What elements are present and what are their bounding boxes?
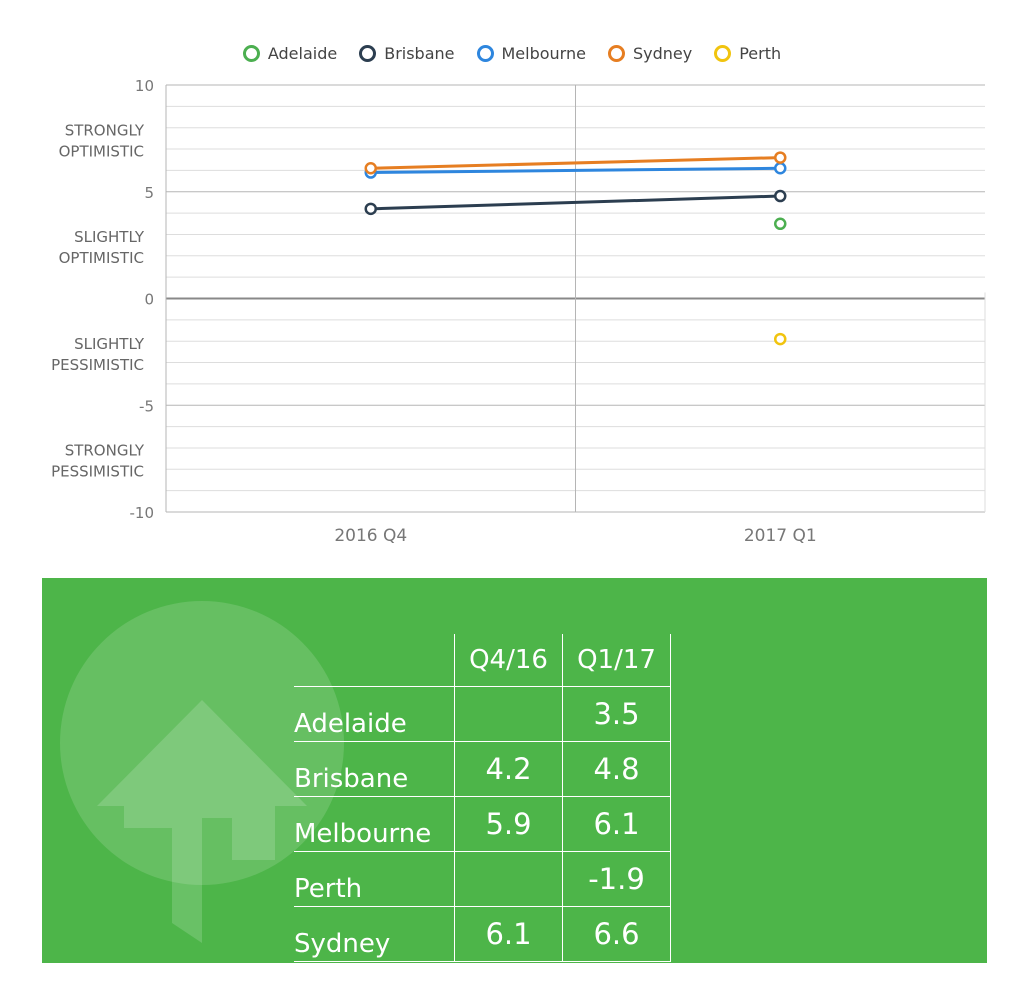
table-row: Sydney 6.1 6.6 xyxy=(294,906,671,962)
sentiment-table: Q4/16 Q1/17 Adelaide 3.5 Brisbane 4.2 4.… xyxy=(294,634,671,962)
summary-panel: Q4/16 Q1/17 Adelaide 3.5 Brisbane 4.2 4.… xyxy=(42,578,987,963)
data-point-sydney xyxy=(364,162,377,175)
series-lines xyxy=(364,151,787,346)
series-line-sydney xyxy=(370,156,781,170)
column-header-q4: Q4/16 xyxy=(454,634,563,687)
data-point-brisbane xyxy=(364,202,377,216)
value-q1: -1.9 xyxy=(562,851,671,907)
legend-label: Melbourne xyxy=(501,43,586,63)
value-q4: 5.9 xyxy=(454,796,563,852)
value-q1: 6.1 xyxy=(562,796,671,852)
band-label: OPTIMISTIC xyxy=(59,142,144,160)
legend-label: Brisbane xyxy=(384,43,455,63)
table-row: Adelaide 3.5 xyxy=(294,686,671,742)
legend-marker-icon xyxy=(607,44,625,62)
table-corner xyxy=(294,634,455,687)
band-label: SLIGHTLY xyxy=(74,335,145,353)
column-header-q1: Q1/17 xyxy=(562,634,671,687)
legend-item-brisbane[interactable]: Brisbane xyxy=(359,43,455,63)
data-point-melbourne xyxy=(774,162,787,175)
city-name: Melbourne xyxy=(294,796,455,852)
band-label: SLIGHTLY xyxy=(74,228,145,246)
series-line-brisbane xyxy=(370,194,781,211)
data-point-perth xyxy=(774,332,787,346)
legend-item-sydney[interactable]: Sydney xyxy=(607,43,693,63)
legend-marker-icon xyxy=(242,44,260,62)
table-row: Melbourne 5.9 6.1 xyxy=(294,796,671,852)
table-row: Perth -1.9 xyxy=(294,851,671,907)
band-label: STRONGLY xyxy=(65,442,145,460)
legend-item-perth[interactable]: Perth xyxy=(714,44,781,63)
y-tick-label: -10 xyxy=(130,504,155,522)
data-point-brisbane xyxy=(774,189,787,203)
legend-item-melbourne[interactable]: Melbourne xyxy=(476,43,586,63)
legend-item-adelaide[interactable]: Adelaide xyxy=(242,43,338,63)
house-logo-icon xyxy=(60,601,344,943)
data-point-adelaide xyxy=(774,217,787,231)
value-q1: 6.6 xyxy=(562,906,671,962)
band-label: STRONGLY xyxy=(65,121,145,139)
value-q1: 4.8 xyxy=(562,741,671,797)
y-tick-label: 10 xyxy=(135,77,154,95)
city-name: Sydney xyxy=(294,906,455,962)
value-q4: 6.1 xyxy=(454,906,563,962)
series-line-melbourne xyxy=(370,166,781,175)
y-tick-label: 0 xyxy=(144,291,154,309)
y-tick-label: 5 xyxy=(144,184,154,202)
chart-legend: Adelaide Brisbane Melbourne Sydney Perth xyxy=(0,40,1024,66)
city-name: Adelaide xyxy=(294,686,455,742)
data-point-sydney xyxy=(774,151,787,164)
band-label: PESSIMISTIC xyxy=(51,356,144,374)
city-name: Perth xyxy=(294,851,455,907)
table-header-row: Q4/16 Q1/17 xyxy=(294,634,671,687)
table-row: Brisbane 4.2 4.8 xyxy=(294,741,671,797)
legend-marker-icon xyxy=(476,44,494,62)
grid-lines xyxy=(165,84,986,513)
axis-labels: 10 5 0 -5 -10 STRONGLY OPTIMISTIC SLIGHTLY OPTIM… xyxy=(51,77,817,546)
city-name: Brisbane xyxy=(294,741,455,797)
value-q4 xyxy=(454,851,563,907)
legend-label: Perth xyxy=(739,43,782,63)
band-label: PESSIMISTIC xyxy=(51,463,144,481)
legend-label: Sydney xyxy=(632,43,693,63)
value-q4: 4.2 xyxy=(454,741,563,797)
sentiment-chart: 10 5 0 -5 -10 STRONGLY OPTIMISTIC SLIGHTLY OPTIM… xyxy=(51,77,986,546)
legend-label: Adelaide xyxy=(267,43,338,63)
legend-marker-icon xyxy=(714,44,732,62)
x-tick-label: 2017 Q1 xyxy=(744,526,817,546)
legend-marker-icon xyxy=(359,44,377,62)
x-tick-label: 2016 Q4 xyxy=(334,526,407,546)
value-q4 xyxy=(454,686,563,742)
value-q1: 3.5 xyxy=(562,686,671,742)
band-label: OPTIMISTIC xyxy=(59,249,144,267)
y-tick-label: -5 xyxy=(139,397,154,415)
